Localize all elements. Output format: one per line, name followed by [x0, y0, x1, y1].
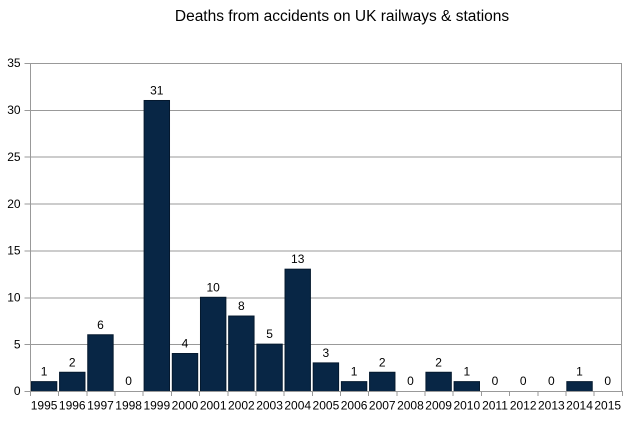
- svg-text:0: 0: [520, 374, 527, 388]
- svg-text:13: 13: [291, 252, 305, 266]
- svg-text:1996: 1996: [59, 399, 86, 413]
- svg-text:1997: 1997: [87, 399, 114, 413]
- svg-text:0: 0: [125, 374, 132, 388]
- svg-text:2006: 2006: [341, 399, 368, 413]
- svg-text:1995: 1995: [31, 399, 58, 413]
- svg-text:10: 10: [207, 280, 221, 294]
- svg-text:2: 2: [435, 355, 442, 369]
- svg-text:2008: 2008: [397, 399, 424, 413]
- svg-text:30: 30: [7, 103, 21, 117]
- svg-text:2010: 2010: [453, 399, 480, 413]
- svg-text:2004: 2004: [284, 399, 311, 413]
- svg-text:2007: 2007: [369, 399, 396, 413]
- svg-text:2015: 2015: [594, 399, 621, 413]
- svg-text:2: 2: [379, 355, 386, 369]
- svg-text:0: 0: [14, 384, 21, 398]
- svg-text:2011: 2011: [482, 399, 508, 413]
- svg-text:1998: 1998: [115, 399, 142, 413]
- svg-text:2003: 2003: [256, 399, 283, 413]
- svg-text:2013: 2013: [538, 399, 565, 413]
- svg-text:2000: 2000: [172, 399, 199, 413]
- svg-text:3: 3: [323, 346, 330, 360]
- svg-text:20: 20: [7, 197, 21, 211]
- svg-text:2009: 2009: [425, 399, 452, 413]
- svg-text:1999: 1999: [143, 399, 170, 413]
- svg-text:8: 8: [238, 299, 245, 313]
- svg-text:2: 2: [69, 355, 76, 369]
- svg-text:5: 5: [14, 337, 21, 351]
- svg-text:2014: 2014: [566, 399, 593, 413]
- svg-text:0: 0: [604, 374, 611, 388]
- svg-text:2012: 2012: [510, 399, 537, 413]
- svg-text:35: 35: [7, 56, 21, 70]
- svg-text:4: 4: [182, 337, 189, 351]
- svg-text:0: 0: [407, 374, 414, 388]
- svg-text:15: 15: [7, 244, 21, 258]
- svg-text:2002: 2002: [228, 399, 255, 413]
- svg-text:5: 5: [266, 327, 273, 341]
- svg-text:2001: 2001: [200, 399, 227, 413]
- svg-text:1: 1: [576, 365, 583, 379]
- svg-text:10: 10: [7, 290, 21, 304]
- svg-text:2005: 2005: [313, 399, 340, 413]
- svg-text:1: 1: [41, 365, 48, 379]
- svg-text:1: 1: [463, 365, 470, 379]
- svg-text:25: 25: [7, 150, 21, 164]
- svg-text:31: 31: [150, 83, 164, 97]
- svg-text:0: 0: [492, 374, 499, 388]
- svg-text:1: 1: [351, 365, 358, 379]
- svg-text:0: 0: [548, 374, 555, 388]
- svg-text:6: 6: [97, 318, 104, 332]
- svg-text:Deaths from accidents on UK ra: Deaths from accidents on UK railways & s…: [175, 8, 509, 25]
